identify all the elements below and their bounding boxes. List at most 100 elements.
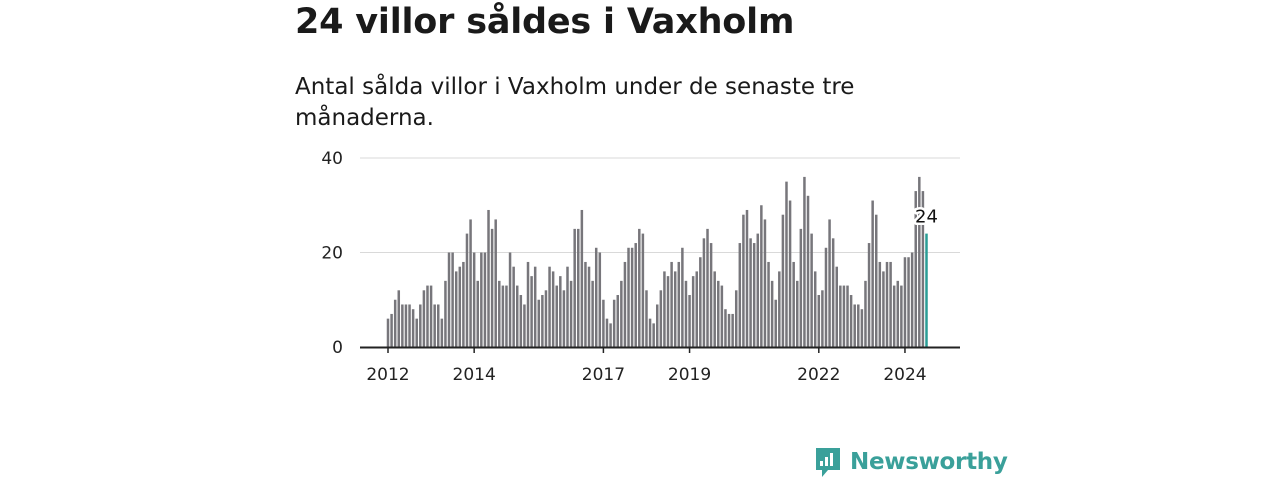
bar	[526, 261, 530, 347]
bar	[760, 205, 763, 347]
bar	[591, 280, 594, 347]
bar	[903, 257, 907, 347]
bar	[508, 252, 512, 347]
bar	[652, 323, 655, 348]
bar	[709, 243, 713, 347]
bar	[433, 304, 436, 347]
bar	[799, 228, 803, 348]
x-tick-label: 2017	[582, 365, 625, 385]
bar	[616, 295, 620, 347]
bar	[580, 209, 584, 347]
bar	[537, 299, 541, 347]
bar	[404, 304, 408, 347]
bar	[620, 280, 623, 347]
bar	[573, 228, 576, 348]
bar	[393, 299, 397, 347]
value-label-halo: 24	[915, 207, 938, 228]
bar	[555, 285, 558, 347]
bar	[670, 261, 673, 347]
bar	[584, 261, 587, 347]
bar	[857, 304, 860, 347]
chart-subtitle: Antal sålda villor i Vaxholm under de se…	[295, 74, 855, 131]
bar	[602, 299, 605, 347]
bar	[785, 181, 788, 348]
bar	[548, 266, 551, 347]
bar	[734, 290, 738, 347]
bar	[824, 247, 828, 347]
bar	[731, 313, 734, 347]
bar	[810, 233, 813, 347]
bar	[871, 200, 874, 347]
bar	[882, 271, 885, 347]
value-label: 24	[915, 207, 938, 228]
bar	[788, 200, 792, 347]
bar	[839, 285, 842, 347]
chart-title: 24 villor såldes i Vaxholm	[295, 2, 795, 42]
bar	[630, 247, 634, 347]
bar	[688, 295, 691, 347]
y-tick-label: 0	[332, 338, 343, 358]
bar	[874, 214, 878, 347]
bar	[752, 243, 756, 347]
bar	[756, 233, 760, 347]
bar	[817, 295, 821, 347]
bar	[677, 261, 681, 347]
bar	[411, 309, 415, 347]
bar	[813, 271, 817, 347]
bar	[663, 271, 666, 347]
bar	[426, 285, 429, 347]
bar	[397, 290, 401, 347]
bar	[569, 280, 573, 347]
bar	[512, 266, 515, 347]
bar	[849, 295, 853, 347]
bar	[885, 261, 889, 347]
x-tick-label: 2019	[668, 365, 711, 385]
x-tick-label: 2022	[797, 365, 840, 385]
bar	[530, 276, 533, 348]
bar	[541, 295, 544, 347]
bar	[778, 271, 781, 347]
bar	[921, 191, 925, 347]
bar	[914, 191, 917, 347]
bar	[853, 304, 856, 347]
newsworthy-logo[interactable]: Newsworthy	[814, 446, 1008, 478]
bar	[706, 228, 709, 348]
bar	[867, 243, 871, 347]
bar	[720, 285, 724, 347]
bar	[476, 280, 479, 347]
bar	[533, 266, 537, 347]
bar	[892, 285, 896, 347]
bar	[792, 261, 795, 347]
bar	[501, 285, 505, 347]
bar	[684, 280, 688, 347]
bar	[447, 252, 451, 347]
bar	[577, 228, 580, 348]
bar	[821, 290, 824, 347]
bar	[498, 280, 501, 347]
bar	[605, 318, 609, 347]
bar	[462, 261, 465, 347]
bar	[763, 219, 767, 347]
bar	[900, 285, 903, 347]
bar	[695, 271, 698, 347]
bar	[659, 290, 663, 347]
bar	[634, 243, 637, 347]
bar	[444, 280, 447, 347]
bar	[598, 252, 602, 347]
bar	[641, 233, 645, 347]
bar	[796, 280, 799, 347]
bar	[451, 252, 454, 347]
bar	[806, 195, 810, 347]
bar	[422, 290, 426, 347]
bar	[490, 228, 494, 348]
bar	[767, 261, 770, 347]
bar	[717, 280, 720, 347]
bar	[494, 219, 497, 347]
bar	[519, 295, 523, 347]
bar	[702, 238, 706, 347]
bar	[515, 285, 519, 347]
bar	[465, 233, 469, 347]
bar	[713, 271, 716, 347]
bar	[835, 266, 838, 347]
